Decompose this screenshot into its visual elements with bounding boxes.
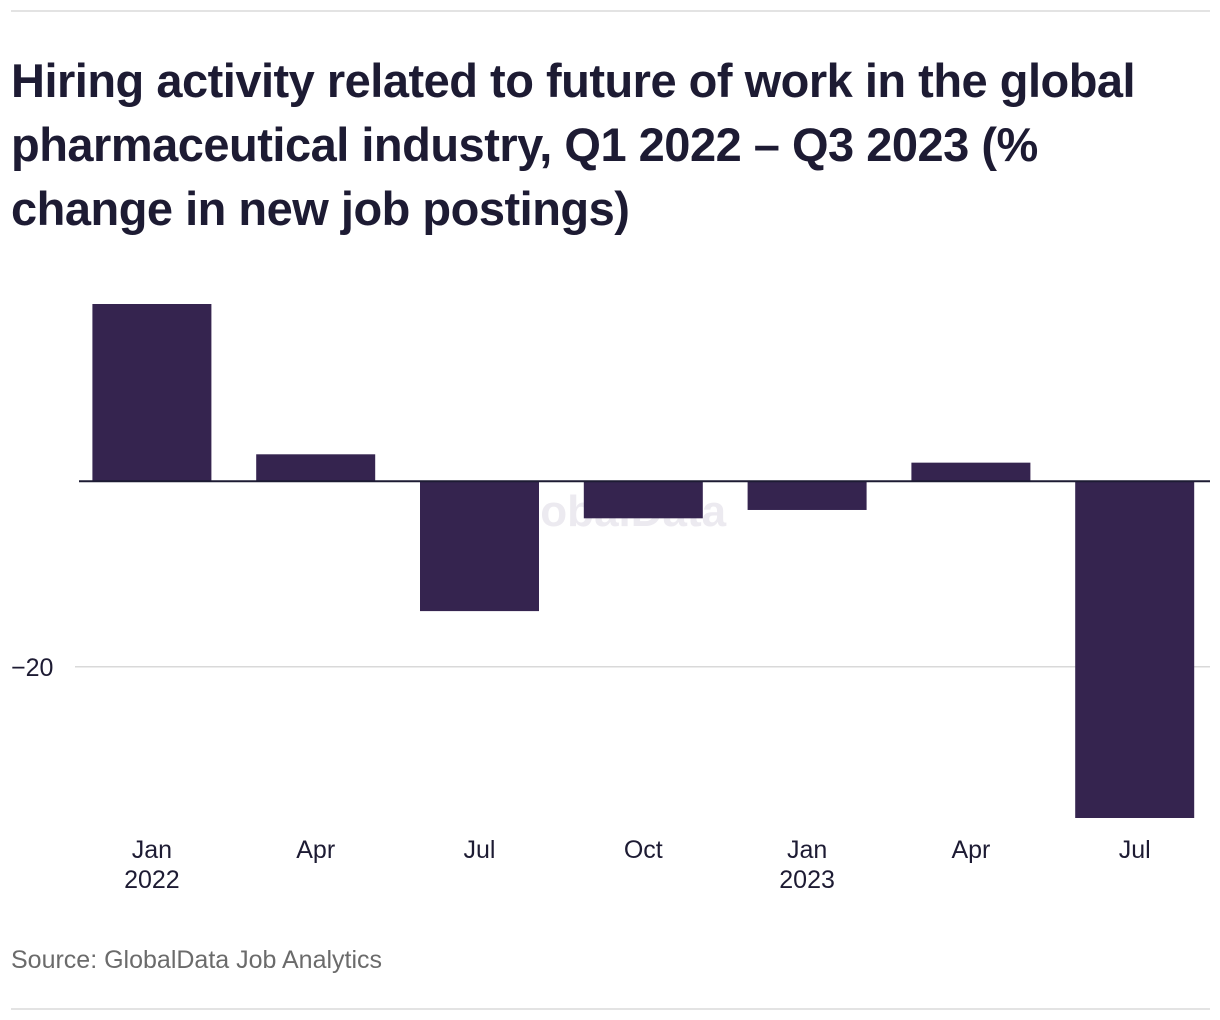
source-note: Source: GlobalData Job Analytics — [11, 946, 383, 974]
top-divider — [11, 10, 1210, 12]
bar-jan-2022 — [92, 304, 212, 482]
bar-jan-2023 — [747, 481, 867, 510]
x-tick-label: Jan — [787, 836, 827, 864]
chart-area: GlobalData −20 Jan2022AprJulOctJan2023Ap… — [0, 250, 1220, 910]
y-tick-label: −20 — [11, 654, 53, 682]
bar-jul-2022 — [420, 481, 539, 612]
chart-title: Hiring activity related to future of wor… — [11, 54, 1136, 235]
x-tick-year-label: 2023 — [779, 866, 835, 894]
x-tick-label: Jul — [464, 836, 496, 864]
bar-layer — [92, 304, 1195, 818]
bar-oct-2022 — [583, 481, 703, 519]
x-tick-label: Oct — [624, 836, 663, 864]
bar-apr-2023 — [911, 462, 1031, 482]
bottom-divider — [11, 1008, 1210, 1010]
x-tick-year-label: 2022 — [124, 866, 180, 894]
x-tick-label: Jul — [1119, 836, 1151, 864]
y-tick-layer: −20 — [11, 654, 53, 682]
bar-chart: GlobalData −20 Jan2022AprJulOctJan2023Ap… — [11, 304, 1210, 894]
bar-jul-2023 — [1075, 481, 1195, 818]
x-tick-label: Apr — [951, 836, 990, 864]
x-tick-label: Apr — [296, 836, 335, 864]
bar-apr-2022 — [256, 454, 376, 482]
x-tick-label: Jan — [132, 836, 172, 864]
